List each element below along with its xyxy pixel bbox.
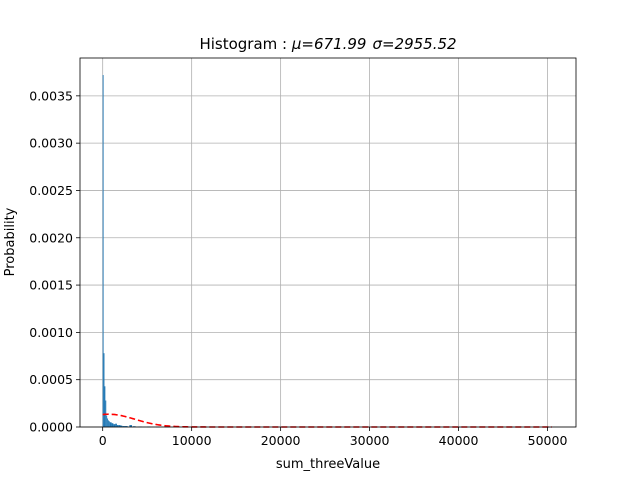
chart-title-sigma: σ=2955.52 [372, 35, 456, 53]
y-tick-label: 0.0020 [29, 230, 73, 245]
histogram-bar [120, 425, 123, 427]
histogram-bar [129, 425, 133, 427]
histogram-bar [113, 424, 116, 427]
plot-area-background [80, 58, 576, 427]
y-tick-label: 0.0000 [29, 420, 73, 435]
x-tick-label: 50000 [528, 433, 568, 448]
histogram-bar [103, 353, 105, 427]
chart-title: Histogram : μ=671.99 σ=2955.52 [199, 35, 456, 53]
histogram-bar [102, 75, 104, 428]
histogram-bar [122, 426, 125, 427]
y-tick-label: 0.0005 [29, 372, 73, 387]
grid-lines [80, 58, 576, 428]
histogram-bar [118, 425, 121, 427]
histogram-bar [104, 386, 106, 427]
x-axis-ticks: 0 10000 20000 30000 40000 50000 [99, 427, 568, 448]
plot-frame [79, 57, 577, 428]
y-tick-label: 0.0025 [29, 183, 73, 198]
chart-title-prefix: Histogram : [199, 35, 291, 53]
x-tick-label: 20000 [261, 433, 301, 448]
histogram-bar [111, 423, 114, 427]
x-tick-label: 0 [99, 433, 107, 448]
x-tick-label: 30000 [350, 433, 390, 448]
y-tick-label: 0.0030 [29, 136, 73, 151]
histogram-bar [106, 415, 108, 427]
y-tick-label: 0.0015 [29, 278, 73, 293]
y-tick-label: 0.0010 [29, 325, 73, 340]
x-tick-label: 10000 [172, 433, 212, 448]
histogram-bar [107, 418, 109, 427]
y-axis-label: Probability [3, 207, 18, 276]
histogram-bar [115, 423, 117, 427]
chart-title-mu: μ=671.99 [291, 35, 367, 53]
histogram-bar [116, 425, 119, 427]
histogram-bar [108, 421, 110, 427]
y-tick-label: 0.0035 [29, 88, 73, 103]
y-axis-ticks: 0.0000 0.0005 0.0010 0.0015 0.0020 0.0025 0.00… [29, 88, 80, 435]
histogram-bar [124, 426, 128, 427]
histogram-bar [109, 422, 112, 427]
x-axis-label: sum_threeValue [276, 457, 380, 472]
x-tick-label: 40000 [439, 433, 479, 448]
histogram-bar [108, 420, 109, 427]
